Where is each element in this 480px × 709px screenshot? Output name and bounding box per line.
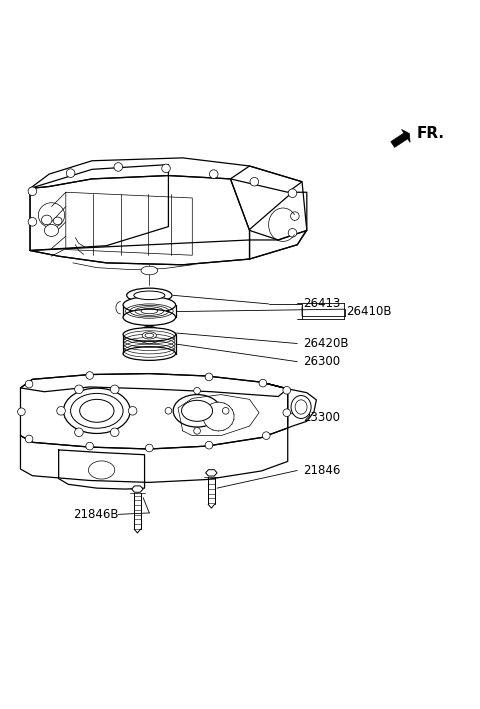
Circle shape	[110, 385, 119, 393]
Ellipse shape	[291, 396, 311, 418]
Ellipse shape	[63, 388, 130, 433]
Circle shape	[222, 408, 229, 414]
Circle shape	[288, 228, 297, 237]
Circle shape	[28, 187, 36, 196]
Circle shape	[25, 380, 33, 388]
Polygon shape	[141, 335, 157, 344]
Ellipse shape	[142, 332, 156, 339]
Polygon shape	[205, 469, 217, 476]
Circle shape	[194, 387, 200, 394]
Ellipse shape	[123, 347, 176, 360]
Ellipse shape	[134, 291, 165, 300]
Circle shape	[86, 372, 94, 379]
Polygon shape	[391, 130, 410, 147]
Ellipse shape	[295, 400, 307, 414]
Ellipse shape	[41, 215, 52, 225]
Circle shape	[250, 177, 259, 186]
Circle shape	[283, 409, 290, 417]
Polygon shape	[262, 382, 316, 428]
Ellipse shape	[127, 288, 172, 303]
Circle shape	[165, 408, 172, 414]
Ellipse shape	[143, 334, 156, 339]
Circle shape	[205, 442, 213, 449]
Ellipse shape	[53, 217, 62, 225]
Circle shape	[205, 373, 213, 381]
Ellipse shape	[88, 461, 115, 479]
Circle shape	[283, 386, 290, 394]
Circle shape	[145, 445, 153, 452]
Text: 23300: 23300	[303, 411, 340, 424]
Polygon shape	[30, 158, 302, 192]
Polygon shape	[21, 374, 288, 449]
Polygon shape	[30, 164, 168, 250]
Ellipse shape	[123, 328, 176, 341]
Polygon shape	[59, 450, 144, 489]
Circle shape	[66, 169, 75, 177]
Circle shape	[86, 442, 94, 450]
Polygon shape	[21, 374, 288, 396]
Text: 26420B: 26420B	[303, 337, 349, 350]
Polygon shape	[250, 192, 307, 259]
Polygon shape	[30, 230, 307, 264]
Text: 21846: 21846	[303, 464, 341, 477]
Text: 26410B: 26410B	[347, 305, 392, 318]
Polygon shape	[230, 166, 307, 240]
Circle shape	[194, 428, 200, 434]
Ellipse shape	[203, 402, 234, 431]
Text: 21846B: 21846B	[73, 508, 119, 521]
Ellipse shape	[80, 399, 114, 423]
Circle shape	[162, 164, 170, 173]
Circle shape	[28, 218, 36, 226]
Circle shape	[75, 385, 83, 393]
Polygon shape	[132, 486, 143, 492]
Circle shape	[128, 406, 137, 415]
Circle shape	[25, 435, 33, 443]
Polygon shape	[30, 176, 250, 264]
Ellipse shape	[173, 395, 221, 427]
Circle shape	[263, 432, 270, 440]
Ellipse shape	[143, 326, 156, 331]
Circle shape	[18, 408, 25, 415]
Ellipse shape	[44, 225, 59, 236]
Text: 26300: 26300	[303, 355, 341, 368]
Ellipse shape	[145, 333, 154, 337]
Text: 26413: 26413	[303, 297, 341, 311]
Circle shape	[288, 189, 297, 198]
Ellipse shape	[141, 266, 157, 275]
Circle shape	[259, 379, 267, 387]
Circle shape	[209, 170, 218, 179]
Ellipse shape	[71, 393, 123, 428]
Polygon shape	[178, 395, 259, 435]
Circle shape	[75, 428, 83, 437]
Ellipse shape	[181, 401, 213, 421]
Circle shape	[290, 212, 299, 220]
Circle shape	[57, 406, 65, 415]
Text: FR.: FR.	[417, 126, 444, 141]
Ellipse shape	[123, 297, 176, 313]
Circle shape	[114, 162, 122, 172]
Circle shape	[110, 428, 119, 437]
Ellipse shape	[123, 309, 176, 325]
Polygon shape	[21, 428, 288, 482]
